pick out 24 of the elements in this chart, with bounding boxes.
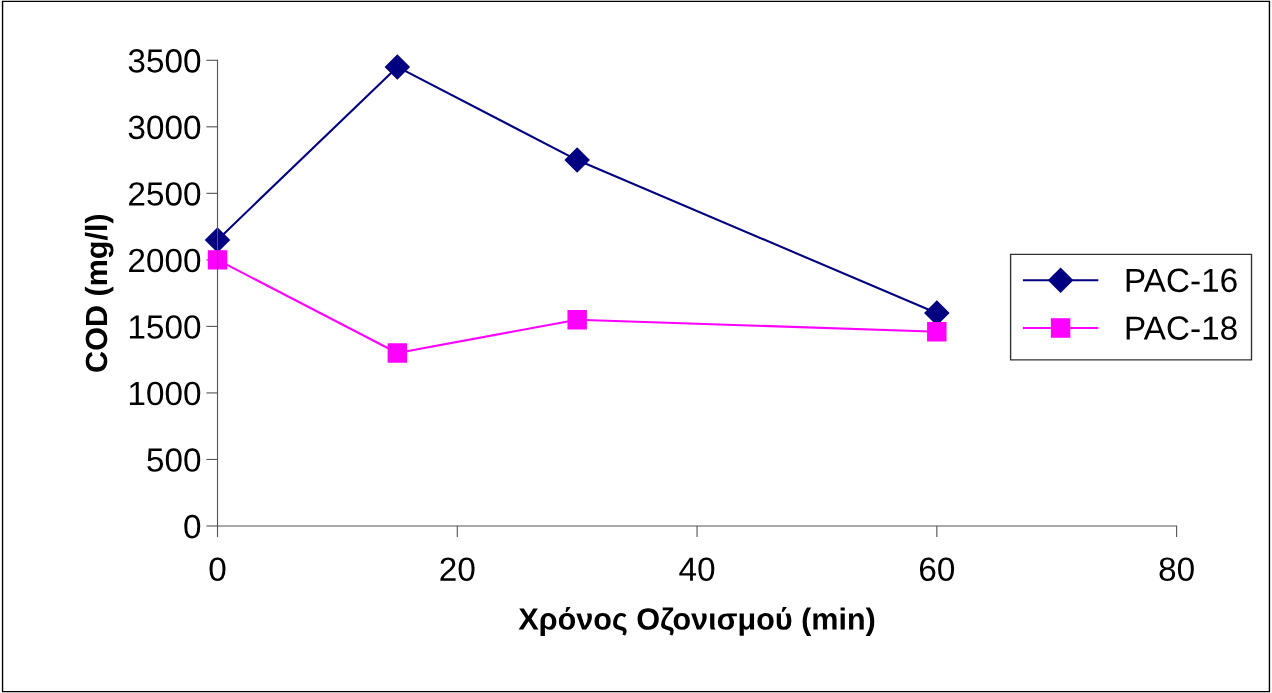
point	[205, 227, 230, 253]
y-tick-label: 2000	[129, 248, 201, 273]
point	[564, 147, 590, 173]
y-axis-title: COD (mg/l)	[84, 214, 114, 372]
point	[567, 310, 587, 330]
x-tick-label: 60	[919, 557, 955, 582]
y-tick-label: 3500	[128, 49, 201, 73]
x-tick-label: 40	[679, 557, 715, 582]
y-tick-label: 0	[184, 514, 201, 539]
x-tick-label: 20	[440, 557, 475, 582]
x-tick-label: 80	[1159, 557, 1194, 582]
y-tick-label: 2500	[129, 182, 201, 206]
y-tick-label: 500	[147, 448, 201, 472]
legend-label: PAC-18	[1126, 316, 1237, 340]
point	[207, 250, 228, 270]
y-tick-label: 3000	[128, 115, 201, 140]
y-tick-label: 1500	[129, 315, 201, 339]
x-axis-title: Χρόνος Οζονισμού (min)	[518, 607, 875, 636]
y-tick-label: 1000	[129, 381, 201, 406]
legend-label: PAC-16	[1126, 268, 1237, 293]
point	[927, 322, 947, 342]
point	[384, 54, 410, 80]
x-tick-label: 0	[209, 557, 226, 582]
point	[387, 343, 408, 363]
